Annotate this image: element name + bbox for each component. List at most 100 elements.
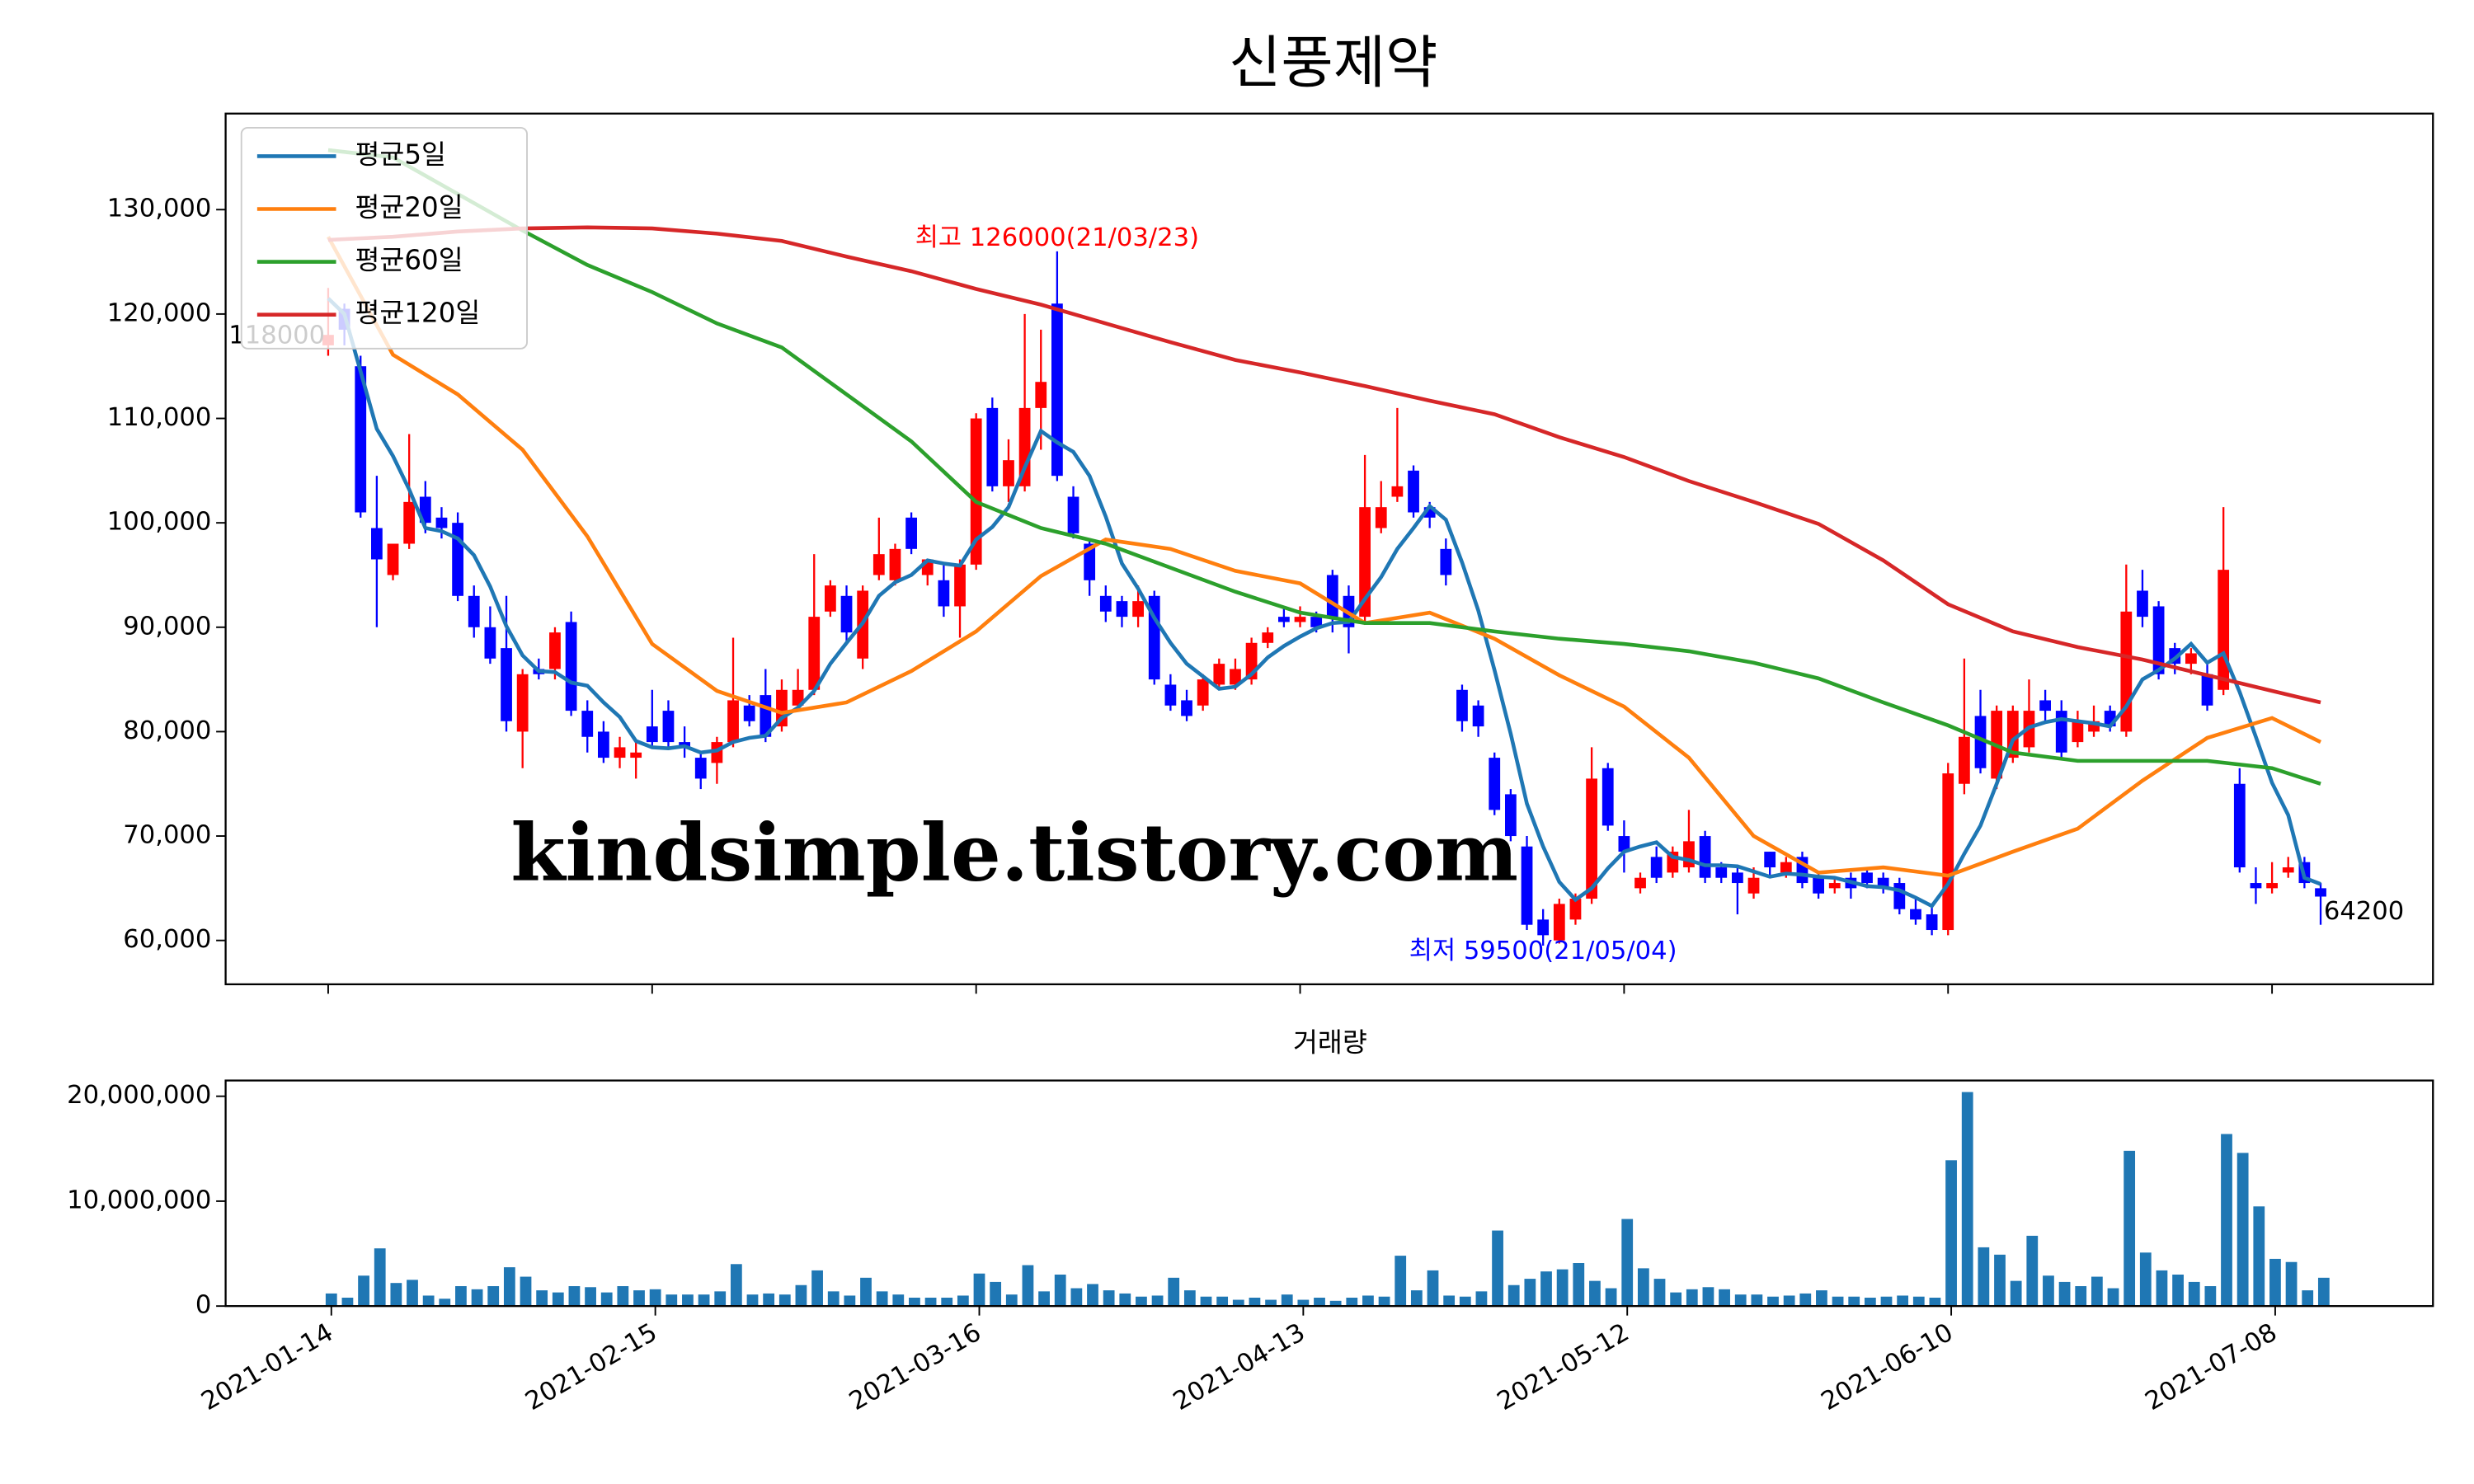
- candle-body: [1893, 883, 1906, 909]
- volume-bar: [503, 1267, 515, 1307]
- volume-bar: [2139, 1252, 2152, 1307]
- volume-bar: [487, 1286, 500, 1307]
- candle-body: [905, 517, 917, 549]
- moving-average-line: [326, 236, 2322, 878]
- volume-bar: [1151, 1295, 1164, 1307]
- volume-bar: [1475, 1291, 1488, 1307]
- candle-body: [889, 548, 901, 580]
- volume-bar: [600, 1292, 613, 1307]
- volume-bar: [876, 1291, 888, 1307]
- annotation: 최저 59500(21/05/04): [1409, 937, 1677, 965]
- legend-label: 평균5일: [355, 139, 445, 170]
- volume-bar: [1183, 1290, 1196, 1307]
- volume-bar: [2107, 1288, 2119, 1307]
- legend-label: 평균60일: [355, 245, 463, 276]
- candle-body: [1569, 899, 1582, 920]
- volume-bar: [1589, 1280, 1601, 1307]
- y-tick-label: 60,000: [123, 925, 211, 954]
- candle-body: [2137, 590, 2148, 618]
- candle-body: [840, 595, 853, 633]
- candle-body: [1181, 700, 1192, 716]
- volume-bar: [568, 1286, 581, 1307]
- volume-bar: [1832, 1296, 1844, 1307]
- candle-body: [872, 554, 885, 575]
- volume-bar: [1540, 1271, 1552, 1307]
- volume-bar: [1799, 1293, 1812, 1307]
- candle-body: [1942, 773, 1954, 931]
- candle-body: [1780, 862, 1792, 873]
- volume-bar: [1395, 1256, 1407, 1307]
- candle-body: [1472, 705, 1484, 727]
- volume-bar: [860, 1277, 872, 1307]
- candle-body: [1683, 841, 1695, 868]
- candle-body: [1861, 872, 1873, 884]
- candle-body: [2072, 721, 2084, 743]
- volume-bar: [341, 1298, 354, 1307]
- candle-body: [2250, 883, 2262, 889]
- volume-bar: [2075, 1286, 2087, 1307]
- volume-bar: [1038, 1291, 1050, 1307]
- volume-bar: [1848, 1296, 1860, 1307]
- candle-body: [1732, 872, 1743, 884]
- watermark: kindsimple.tistory.com: [510, 806, 1518, 899]
- volume-bar: [1005, 1294, 1018, 1307]
- candle-body: [1294, 617, 1306, 622]
- candle-body: [2282, 867, 2294, 873]
- volume-bar: [1816, 1290, 1827, 1307]
- candle-body: [549, 632, 561, 669]
- candle-body: [1747, 877, 1760, 894]
- volume-bar: [1362, 1295, 1374, 1307]
- volume-bar: [2285, 1261, 2298, 1307]
- volume-bar: [2204, 1286, 2217, 1307]
- candle-body: [1375, 507, 1387, 528]
- volume-bar: [957, 1295, 969, 1307]
- volume-bar: [730, 1264, 742, 1307]
- candle-body: [2233, 783, 2246, 868]
- volume-bar: [1492, 1230, 1503, 1307]
- volume-bar: [2188, 1281, 2200, 1307]
- candle-body: [1230, 669, 1241, 685]
- candle-body: [419, 496, 431, 524]
- candle-body: [743, 705, 755, 721]
- candle-body: [1197, 679, 1209, 706]
- volume-bar: [811, 1270, 823, 1307]
- volume-bar: [1929, 1298, 1941, 1307]
- y-tick-label: 90,000: [123, 612, 211, 641]
- y-tick-label: 20,000,000: [67, 1081, 211, 1110]
- y-tick-label: 80,000: [123, 716, 211, 745]
- volume-bar: [1249, 1298, 1261, 1307]
- last-close-label: 64200: [2324, 897, 2404, 926]
- volume-bar: [778, 1294, 791, 1307]
- volume-bar: [746, 1294, 759, 1307]
- candle-body: [581, 711, 594, 737]
- candle-body: [1018, 407, 1031, 486]
- volume-bar: [1653, 1279, 1666, 1307]
- candle-body: [986, 407, 999, 486]
- volume-bar: [2253, 1206, 2265, 1307]
- candle-body: [2152, 606, 2165, 674]
- volume-bar: [2026, 1235, 2039, 1307]
- candle-body: [970, 418, 982, 565]
- volume-bar: [325, 1293, 337, 1307]
- candle-body: [954, 564, 966, 607]
- price-frame: [224, 112, 2434, 986]
- subplot-title: 거래량: [1293, 1027, 1367, 1059]
- volume-bar: [1410, 1290, 1423, 1307]
- volume-bar: [1864, 1298, 1876, 1307]
- candle-body: [435, 517, 448, 528]
- volume-bar: [827, 1291, 840, 1307]
- y-tick-label: 110,000: [107, 403, 212, 432]
- volume-bar: [1281, 1294, 1293, 1307]
- volume-bar: [1719, 1289, 1730, 1307]
- volume-bar: [2058, 1281, 2071, 1307]
- candle-body: [1440, 548, 1452, 575]
- legend-label: 평균20일: [355, 192, 463, 223]
- candle-body: [662, 711, 675, 743]
- candle-body: [1035, 382, 1047, 408]
- candle-body: [1618, 836, 1630, 852]
- candle-body: [403, 501, 416, 544]
- volume-bar: [924, 1298, 937, 1307]
- volume-bar: [2269, 1258, 2281, 1307]
